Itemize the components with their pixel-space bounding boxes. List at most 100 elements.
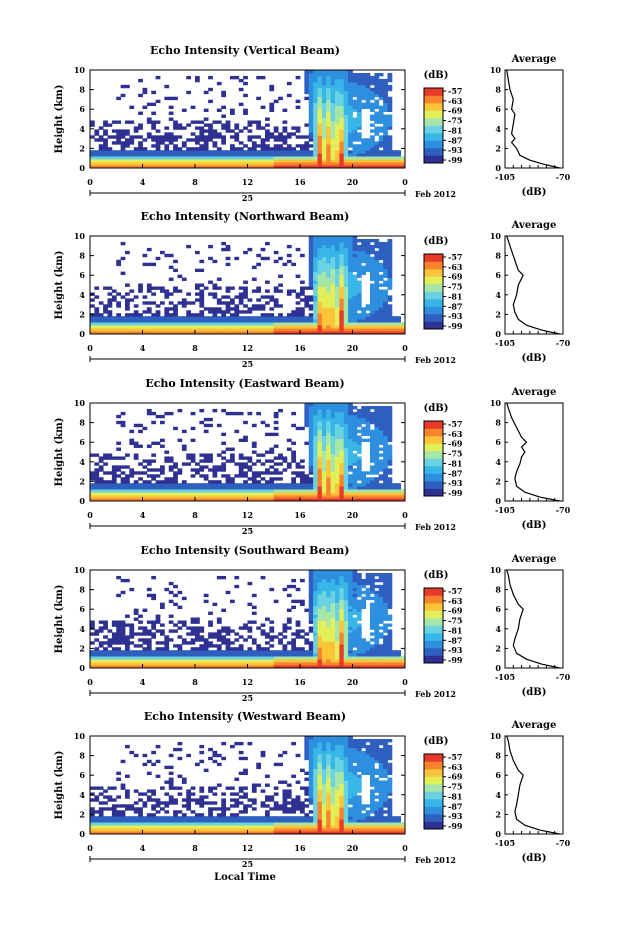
heatmap-cell — [94, 156, 100, 160]
heatmap-cell — [374, 498, 380, 502]
heatmap-cell — [383, 325, 388, 329]
heatmap-cell — [186, 456, 192, 460]
heatmap-cell — [378, 250, 384, 255]
heatmap-cell — [103, 162, 108, 166]
heatmap-cell — [374, 480, 380, 484]
heatmap-cell — [335, 238, 340, 243]
heatmap-cell — [317, 480, 323, 484]
heatmap-cell — [160, 465, 165, 469]
heatmap-cell — [326, 111, 332, 115]
heatmap-cell — [282, 129, 288, 133]
heatmap-cell — [326, 656, 332, 660]
heatmap-cell — [370, 584, 375, 589]
heatmap-cell — [370, 277, 375, 281]
heatmap-cell — [383, 659, 388, 663]
heatmap-cell — [295, 331, 301, 335]
heatmap-cell — [247, 468, 253, 472]
heatmap-cell — [326, 328, 332, 332]
heatmap-cell — [138, 325, 143, 329]
heatmap-cell — [186, 153, 192, 157]
heatmap-cell — [225, 486, 231, 490]
heatmap-cell — [125, 84, 130, 89]
heatmap-cell — [352, 459, 358, 463]
heatmap-cell — [317, 587, 323, 592]
heatmap-cell — [291, 665, 297, 669]
heatmap-cell — [387, 319, 393, 323]
heatmap-cell — [308, 617, 314, 621]
heatmap-cell — [326, 331, 332, 335]
heatmap-cell — [238, 656, 244, 660]
heatmap-cell — [138, 653, 143, 657]
heatmap-cell — [313, 295, 318, 299]
heatmap-cell — [225, 295, 231, 299]
heatmap-cell — [142, 626, 148, 630]
heatmap-cell — [361, 477, 367, 481]
heatmap-cell — [321, 238, 327, 243]
heatmap-cell — [155, 286, 161, 290]
heatmap-cell — [125, 650, 130, 654]
heatmap-cell — [269, 150, 275, 154]
heatmap-cell — [374, 304, 380, 308]
heatmap-cell — [335, 138, 340, 142]
average-y-tick-label: 10 — [490, 65, 502, 75]
heatmap-cell — [107, 656, 113, 660]
heatmap-cell — [321, 411, 327, 416]
heatmap-cell — [356, 111, 362, 115]
heatmap-cell — [326, 635, 332, 639]
heatmap-cell — [177, 274, 183, 278]
heatmap-cell — [321, 647, 327, 651]
heatmap-cell — [339, 325, 345, 329]
heatmap-cell — [295, 632, 301, 636]
heatmap-cell — [339, 578, 345, 583]
heatmap-cell — [317, 662, 323, 666]
heatmap-cell — [286, 316, 292, 320]
heatmap-cell — [295, 498, 301, 502]
heatmap-cell — [383, 495, 388, 499]
heatmap-cell — [387, 438, 393, 443]
heatmap-cell — [295, 465, 301, 469]
heatmap-cell — [98, 656, 104, 660]
heatmap-cell — [365, 423, 371, 428]
heatmap-cell — [286, 325, 292, 329]
heatmap-cell — [343, 426, 349, 431]
heatmap-cell — [234, 316, 240, 320]
heatmap-cell — [260, 256, 266, 261]
heatmap-cell — [212, 319, 218, 323]
heatmap-cell — [361, 662, 367, 666]
heatmap-cell — [313, 453, 318, 457]
heatmap-cell — [260, 126, 266, 130]
heatmap-cell — [133, 304, 139, 308]
heatmap-cell — [160, 414, 165, 419]
heatmap-cell — [339, 468, 345, 472]
heatmap-cell — [378, 93, 384, 98]
heatmap-cell — [278, 256, 283, 261]
heatmap-cell — [195, 156, 200, 160]
x-tick-label: 16 — [294, 177, 306, 187]
heatmap-cell — [225, 325, 231, 329]
heatmap-cell — [269, 328, 275, 332]
heatmap-cell — [396, 156, 402, 160]
heatmap-cell — [304, 331, 310, 335]
heatmap-cell — [116, 292, 122, 296]
heatmap-cell — [168, 319, 174, 323]
heatmap-cell — [308, 605, 314, 610]
heatmap-cell — [317, 599, 323, 604]
heatmap-cell — [378, 411, 384, 416]
heatmap-cell — [374, 90, 380, 95]
heatmap-cell — [181, 429, 187, 434]
heatmap-cell — [212, 159, 218, 163]
heatmap-cell — [356, 495, 362, 499]
heatmap-cell — [378, 253, 384, 258]
average-frame — [504, 235, 564, 335]
heatmap-cell — [374, 635, 380, 639]
heatmap-cell — [208, 486, 213, 490]
heatmap-cell — [365, 78, 371, 83]
heatmap-cell — [335, 274, 340, 278]
heatmap-cell — [203, 325, 209, 329]
heatmap-cell — [168, 162, 174, 166]
heatmap-cell — [387, 253, 393, 258]
heatmap-cell — [173, 650, 178, 654]
heatmap-cell — [173, 150, 178, 154]
x-tick-label: 16 — [294, 510, 306, 520]
heatmap-cell — [142, 295, 148, 299]
